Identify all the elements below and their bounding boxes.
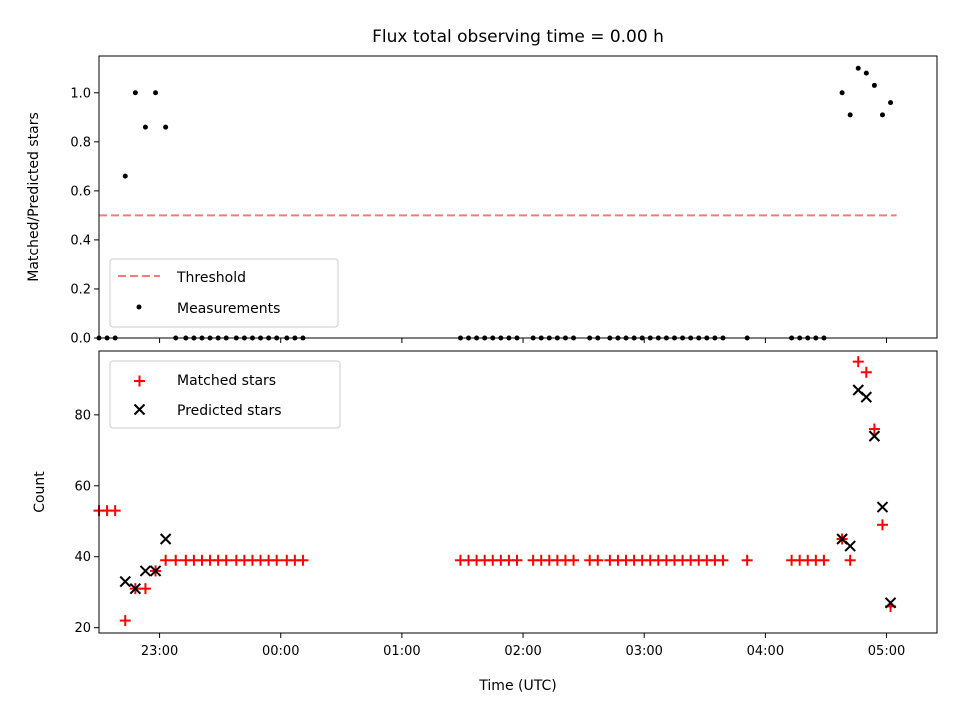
matched-point [119, 615, 131, 627]
matched-point [868, 423, 880, 435]
legend-matched-swatch [134, 375, 145, 387]
matched-point [717, 554, 729, 566]
predicted-point [876, 501, 889, 513]
series-measurements [96, 65, 894, 341]
matched-point [844, 554, 856, 566]
bottom-legend: Matched stars Predicted stars [109, 360, 341, 429]
measurement-point [142, 124, 148, 130]
predicted-point [860, 391, 873, 403]
bottom-y-ticks: 20 40 60 80 [74, 408, 99, 636]
predicted-point [868, 430, 881, 442]
measurement-point [888, 100, 894, 106]
y-tick-label: 0.2 [70, 282, 91, 297]
matched-point [741, 554, 753, 566]
matched-point [860, 366, 872, 378]
y-tick-label: 0.8 [70, 135, 91, 150]
matched-point [271, 554, 283, 566]
x-tick-label: 23:00 [141, 644, 178, 659]
legend-predicted-label: Predicted stars [177, 403, 282, 419]
top-y-axis-label: Matched/Predicted stars [26, 112, 42, 282]
x-tick-label: 01:00 [383, 644, 420, 659]
matched-point [109, 505, 121, 517]
top-x-ticks [159, 338, 888, 343]
matched-point [170, 554, 182, 566]
x-tick-label: 00:00 [262, 644, 299, 659]
measurement-point [847, 112, 853, 118]
y-tick-label: 0.4 [70, 233, 91, 248]
predicted-point [139, 565, 152, 577]
measurement-point [879, 112, 885, 118]
x-tick-label: 04:00 [747, 644, 784, 659]
matched-point [852, 356, 864, 368]
bottom-x-ticks: 23:00 00:00 01:00 02:00 03:00 04:00 05:00 [141, 633, 905, 659]
matched-point [139, 583, 151, 595]
predicted-point [129, 582, 142, 595]
y-tick-label: 20 [74, 621, 91, 636]
measurement-point [855, 65, 861, 71]
top-marks [96, 65, 897, 341]
measurement-point [132, 90, 138, 96]
top-legend-box [109, 258, 339, 328]
legend-measurements-label: Measurements [177, 301, 280, 317]
matched-point [511, 554, 523, 566]
x-tick-label: 05:00 [868, 644, 905, 659]
matched-point [297, 554, 309, 566]
bottom-plot-frame [98, 350, 938, 634]
legend-matched-label: Matched stars [177, 373, 276, 389]
predicted-point [119, 575, 131, 588]
top-legend: Threshold Measurements [109, 258, 339, 328]
legend-threshold-label: Threshold [176, 270, 246, 286]
predicted-point [159, 533, 172, 545]
y-tick-label: 40 [74, 550, 91, 565]
matched-point [818, 554, 830, 566]
bottom-marks [93, 356, 897, 627]
top-y-ticks: 0.0 0.2 0.4 0.6 0.8 1.0 [70, 86, 99, 347]
bottom-legend-box [109, 360, 341, 429]
matched-point [568, 554, 580, 566]
matched-point [160, 554, 172, 566]
measurement-point [163, 124, 169, 130]
y-tick-label: 1.0 [70, 86, 91, 101]
x-tick-label: 02:00 [504, 644, 541, 659]
y-tick-label: 0.6 [70, 184, 91, 199]
matched-point [592, 554, 604, 566]
measurement-point [839, 90, 845, 96]
x-tick-label: 03:00 [625, 644, 662, 659]
matched-point [876, 519, 888, 531]
predicted-point [149, 565, 162, 577]
chart-title: Flux total observing time = 0.00 h [372, 27, 664, 47]
matched-point [220, 554, 232, 566]
y-tick-label: 80 [74, 408, 91, 423]
series-predicted-stars [119, 384, 897, 609]
measurement-point [863, 70, 869, 76]
measurement-point [122, 173, 128, 179]
predicted-point [884, 597, 897, 609]
top-plot-frame [98, 55, 938, 339]
x-axis-label: Time (UTC) [478, 678, 556, 694]
y-tick-label: 60 [74, 479, 91, 494]
measurement-point [871, 82, 877, 88]
legend-predicted-swatch [133, 403, 146, 416]
y-tick-label: 0.0 [70, 332, 91, 347]
legend-measurements-swatch [136, 304, 142, 310]
predicted-point [844, 540, 856, 552]
bottom-panel: 20 40 60 80 23:00 00:00 01:00 02:00 03:00 04:00 0… [32, 350, 938, 694]
top-panel: Flux total observing time = 0.00 h 0.00.… [26, 27, 938, 347]
series-matched-stars [93, 356, 897, 627]
measurement-point [153, 90, 159, 96]
bottom-y-axis-label: Count [32, 471, 48, 513]
